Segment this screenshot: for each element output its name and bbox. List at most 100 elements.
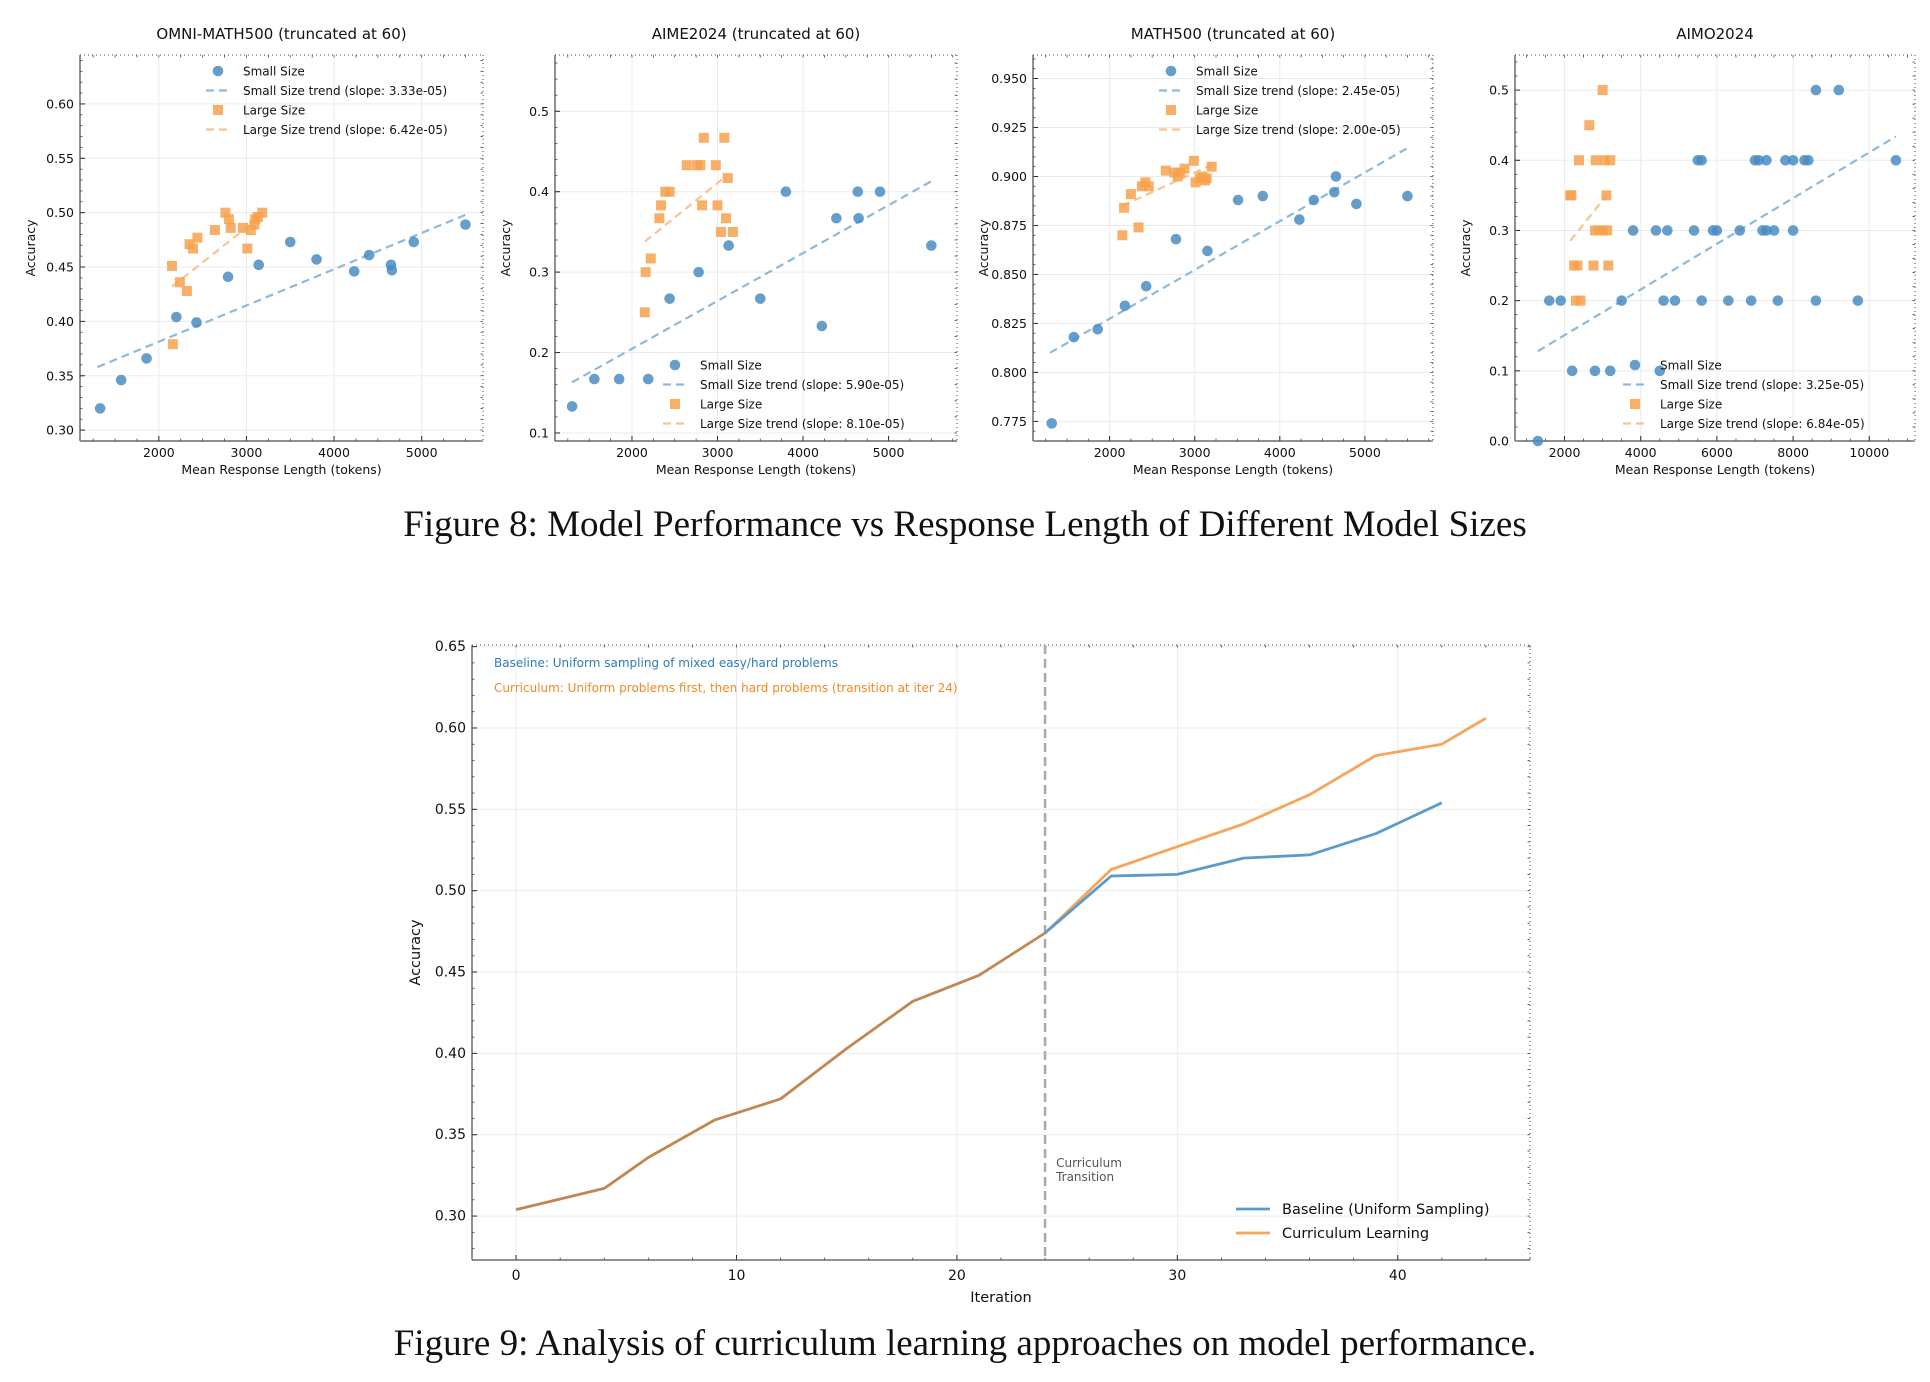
x-tick-label: 10 [728, 1268, 746, 1284]
large-size-trend-line [1121, 163, 1213, 207]
large-size-point [1599, 155, 1610, 166]
small-size-point [386, 264, 398, 276]
large-size-point [727, 226, 738, 237]
y-tick-label: 0.875 [991, 218, 1027, 233]
large-size-point [1574, 155, 1584, 166]
y-tick-label: 0.30 [46, 423, 74, 438]
y-tick-label: 0.5 [529, 104, 549, 119]
y-tick-label: 0.50 [46, 205, 74, 220]
small-size-point [1046, 418, 1058, 429]
small-size-point [926, 240, 937, 251]
small-size-point [191, 317, 202, 328]
small-size-point [1734, 225, 1746, 236]
large-size-point [209, 225, 220, 236]
large-size-point [656, 200, 667, 211]
large-size-point [257, 207, 268, 218]
y-tick-label: 0.1 [1489, 363, 1509, 378]
x-axis-label: Mean Response Length (tokens) [656, 462, 856, 477]
small-size-point [115, 374, 127, 386]
large-size-point [698, 132, 709, 143]
small-size-point [1662, 225, 1673, 236]
y-tick-label: 0.45 [435, 965, 466, 981]
small-size-point [1669, 295, 1681, 306]
legend-label: Large Size [243, 104, 305, 118]
legend-marker-large-size [1630, 399, 1640, 409]
small-size-point [1068, 331, 1080, 343]
y-tick-label: 0.925 [991, 120, 1027, 135]
y-tick-label: 0.30 [435, 1209, 466, 1225]
x-tick-label: 40 [1389, 1268, 1407, 1284]
small-size-trend-line [97, 213, 466, 369]
large-size-point [249, 219, 260, 230]
chart-title: MATH500 (truncated at 60) [1131, 25, 1335, 43]
large-size-point [640, 267, 651, 278]
large-size-point [1143, 181, 1154, 192]
large-size-point [1605, 155, 1616, 166]
large-size-point [1572, 260, 1583, 271]
small-size-point [874, 186, 886, 198]
legend-label: Large Size [1660, 398, 1722, 412]
y-tick-label: 0.900 [991, 169, 1027, 184]
small-size-point [1140, 280, 1152, 292]
small-size-point [1294, 214, 1305, 225]
small-size-point [780, 186, 792, 198]
small-size-point [1852, 295, 1864, 306]
small-size-point [816, 320, 828, 332]
large-size-point [245, 225, 256, 236]
small-size-point [171, 311, 182, 323]
small-size-point [1803, 154, 1814, 166]
large-size-point [645, 253, 656, 264]
small-size-point [1119, 300, 1131, 312]
large-size-point [225, 222, 236, 233]
y-tick-label: 0.850 [991, 267, 1027, 282]
large-size-point [719, 132, 730, 143]
legend-label: Small Size [1660, 359, 1722, 373]
large-size-point [710, 160, 721, 171]
large-size-point [1125, 189, 1136, 200]
legend-label: Small Size trend (slope: 3.25e-05) [1660, 378, 1864, 392]
large-size-point [1206, 161, 1217, 172]
y-tick-label: 0.60 [435, 720, 466, 736]
small-size-point [1810, 295, 1822, 306]
legend-label: Large Size trend (slope: 6.84e-05) [1660, 417, 1865, 431]
y-tick-label: 0.4 [1489, 153, 1509, 168]
small-size-point [1761, 154, 1772, 166]
large-size-point [1588, 260, 1599, 271]
legend-label-curriculum: Curriculum Learning [1282, 1226, 1429, 1242]
y-tick-label: 0.3 [1489, 223, 1509, 238]
y-tick-label: 0.50 [435, 883, 466, 899]
large-size-point [223, 214, 234, 225]
y-tick-label: 0.40 [435, 1046, 466, 1062]
legend-label: Small Size [1196, 65, 1258, 79]
large-size-point [639, 307, 650, 318]
small-size-point [754, 293, 766, 304]
large-size-trend-line [644, 178, 723, 243]
small-size-point [1787, 154, 1799, 166]
y-tick-label: 0.40 [46, 314, 74, 329]
small-size-point [1616, 295, 1627, 306]
large-size-point [695, 160, 706, 171]
large-size-point [1601, 190, 1612, 201]
x-tick-label: 30 [1168, 1268, 1186, 1284]
legend-marker-large-size [670, 399, 680, 409]
figure-8-caption: Figure 8: Model Performance vs Response … [403, 504, 1527, 545]
legend-label: Small Size trend (slope: 3.33e-05) [243, 84, 447, 98]
x-axis-label: Mean Response Length (tokens) [181, 462, 381, 477]
large-size-point [174, 277, 185, 288]
small-size-point [1833, 84, 1845, 96]
legend-marker-small-size [1165, 65, 1177, 77]
y-tick-label: 0.775 [991, 414, 1027, 429]
small-size-point [1257, 190, 1269, 202]
baseline-uniform-sampling-line [1044, 801, 1443, 935]
small-size-point [460, 219, 471, 230]
small-size-point [1723, 295, 1734, 306]
large-size-point [237, 222, 248, 233]
large-size-point [681, 160, 692, 171]
chart-panel-curriculum: 0 10 20 30 40 0.30 0.35 0.40 0.45 0.50 0.55 0.60 0.6… [408, 639, 1531, 1306]
small-size-point [1810, 84, 1822, 96]
small-size-point [1543, 295, 1555, 306]
y-tick-label: 0.0 [1489, 434, 1509, 449]
y-tick-label: 0.2 [529, 345, 549, 360]
large-size-point [192, 232, 203, 243]
y-tick-label: 0.4 [529, 184, 549, 199]
